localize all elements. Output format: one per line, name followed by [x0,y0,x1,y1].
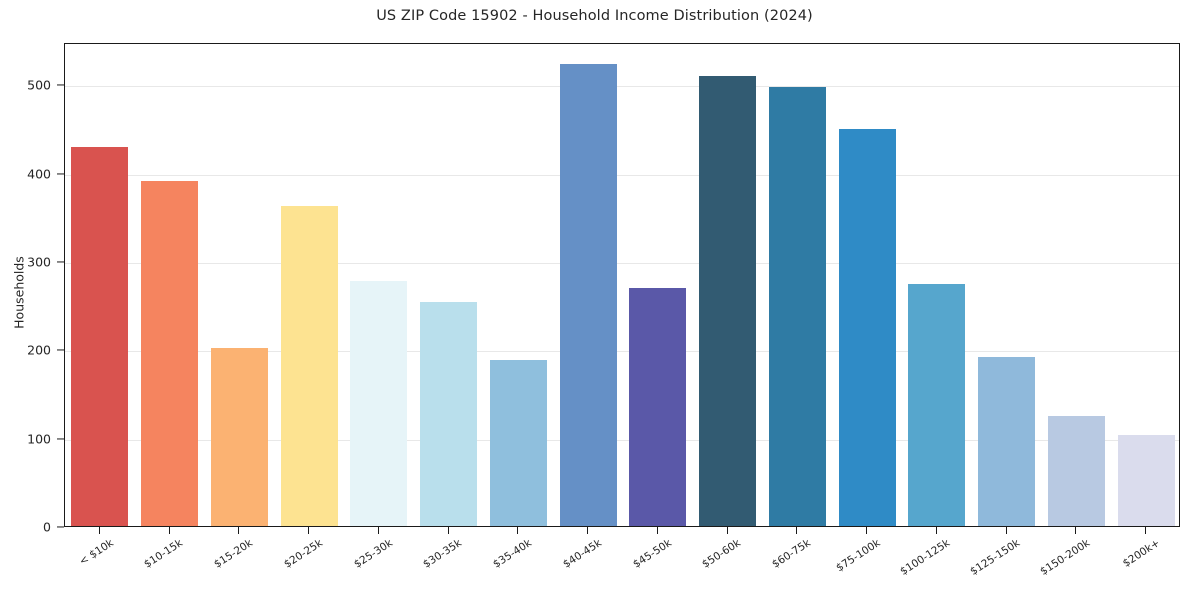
x-tick-mark [98,527,100,534]
x-tick-mark [935,527,937,534]
bar[interactable] [141,180,199,526]
x-tick-mark [796,527,798,534]
y-tick-label: 100 [27,431,51,447]
x-tick-mark [1075,527,1077,534]
x-tick-mark [447,527,449,534]
x-tick-mark [587,527,589,534]
y-tick-label: 500 [27,77,51,93]
x-axis: < $10k $10-15k $15-20k $20-25k $25-30k $30-35… [0,527,1189,590]
x-tick-label: $15-20k [212,537,255,571]
bar[interactable] [838,128,896,526]
y-tick-mark [57,84,64,86]
bar[interactable] [350,281,408,526]
bar[interactable] [908,284,966,526]
x-tick-label: $75-100k [834,537,883,575]
y-tick-mark [57,438,64,440]
x-tick-label: $45-50k [630,537,674,571]
bar[interactable] [768,87,826,526]
bar[interactable] [71,147,129,526]
y-axis-title: Households [11,256,27,329]
plot-area [64,43,1180,527]
bar[interactable] [978,357,1036,526]
x-tick-mark [168,527,170,534]
x-tick-mark [726,527,728,534]
x-tick-label: $10-15k [142,537,186,571]
x-tick-mark [1145,527,1147,534]
x-tick-label: $100-125k [898,537,953,578]
x-tick-label: $40-45k [560,537,604,571]
x-tick-mark [308,527,310,534]
gridline [65,174,1179,176]
y-axis: 0 100 200 300 400 500 [0,0,64,590]
chart-title: US ZIP Code 15902 - Household Income Dis… [376,8,813,24]
gridline [65,263,1179,265]
x-tick-label: $150-200k [1037,537,1092,578]
x-tick-label: $20-25k [281,537,325,571]
y-tick-mark [57,526,64,528]
x-tick-mark [866,527,868,534]
y-tick-mark [57,261,64,263]
bar[interactable] [210,347,268,526]
bar[interactable] [559,64,617,526]
x-tick-mark [1005,527,1007,534]
bar[interactable] [489,359,547,526]
bar[interactable] [280,206,338,526]
x-tick-label: $30-35k [421,537,465,571]
x-tick-label: $35-40k [491,537,534,571]
x-tick-label: $60-75k [770,537,813,571]
bar[interactable] [629,288,687,526]
gridline [65,351,1179,353]
x-tick-label: < $10k [76,537,116,568]
x-tick-label: $50-60k [700,537,744,571]
gridline [65,439,1179,441]
x-tick-mark [377,527,379,534]
bar[interactable] [1047,416,1105,526]
y-tick-label: 400 [27,166,51,182]
x-tick-label: $25-30k [351,537,395,571]
x-tick-mark [517,527,519,534]
y-tick-label: 0 [43,519,51,535]
gridlines [65,44,1179,526]
x-tick-label: $200k+ [1120,537,1162,570]
y-tick-mark [57,349,64,351]
bar-series [65,44,1179,526]
x-tick-label: $125-150k [968,537,1023,578]
x-tick-mark [656,527,658,534]
bar[interactable] [1117,435,1175,526]
x-tick-mark [238,527,240,534]
bar[interactable] [420,301,478,526]
bar[interactable] [699,75,757,526]
y-tick-label: 200 [27,342,51,358]
y-tick-mark [57,173,64,175]
y-tick-label: 300 [27,254,51,270]
gridline [65,86,1179,88]
